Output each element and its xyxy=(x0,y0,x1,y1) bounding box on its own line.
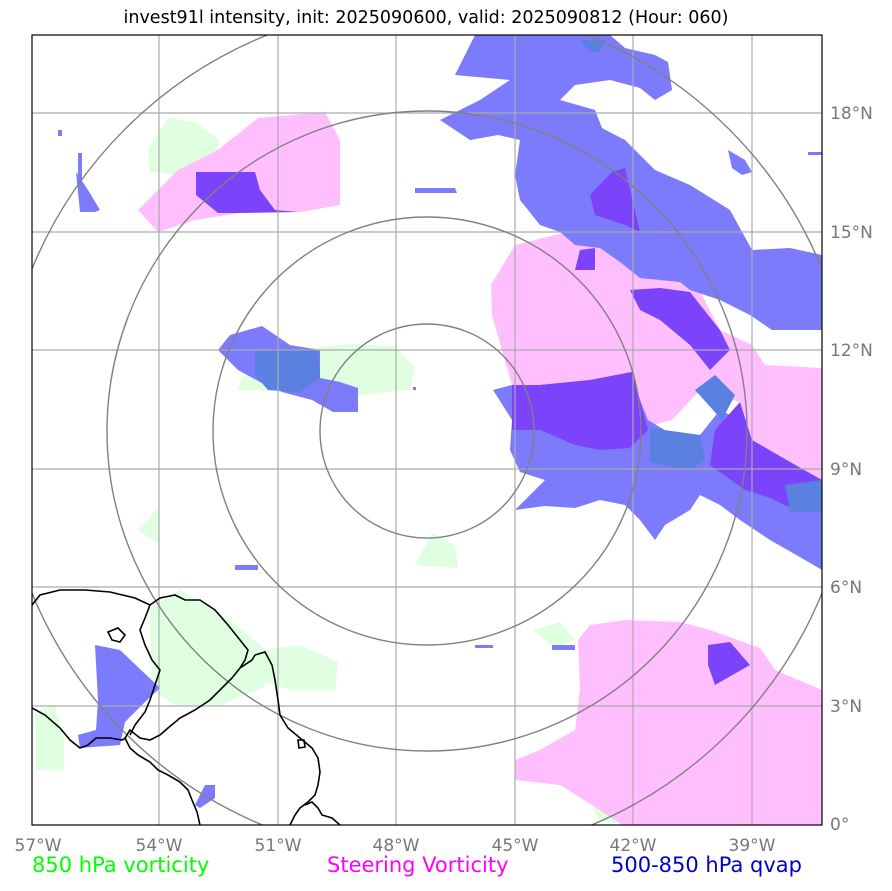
overlap-layer xyxy=(196,168,822,685)
y-tick-label: 9°N xyxy=(830,460,862,480)
x-tick-label: 45°W xyxy=(492,836,539,856)
qvap-region xyxy=(78,153,82,180)
x-tick-labels: 57°W 54°W 51°W 48°W 45°W 42°W 39°W xyxy=(15,836,776,856)
x-tick-label: 39°W xyxy=(729,836,776,856)
y-tick-label: 12°N xyxy=(830,341,873,361)
range-rings xyxy=(32,35,822,825)
center-marker xyxy=(413,387,416,390)
coastline-island xyxy=(239,654,256,669)
qvap-green-overlap-region xyxy=(695,375,735,420)
qvap-green-overlap-region xyxy=(650,428,705,470)
qvap-green-overlap-region xyxy=(785,480,822,512)
map-layers xyxy=(32,35,822,825)
x-tick-label: 42°W xyxy=(610,836,657,856)
coastline-island xyxy=(297,739,306,749)
vort850-region xyxy=(138,508,160,545)
y-tick-label: 3°N xyxy=(830,697,862,717)
overlap-region xyxy=(590,168,640,232)
coastline-island xyxy=(106,627,127,643)
vort850-region xyxy=(150,590,280,705)
overlap-region xyxy=(512,372,648,450)
vort850-region xyxy=(35,705,64,770)
overlap-region xyxy=(710,402,822,510)
y-tick-label: 0° xyxy=(830,815,849,835)
coastline xyxy=(32,589,341,825)
qvap-region xyxy=(808,152,822,155)
x-tick-label: 51°W xyxy=(255,836,302,856)
y-tick-label: 15°N xyxy=(830,223,873,243)
legend-steering: Steering Vorticity xyxy=(327,853,509,877)
range-ring xyxy=(106,110,748,752)
overlap-region xyxy=(196,172,298,213)
y-tick-labels: 18°N 15°N 12°N 9°N 6°N 3°N 0° xyxy=(830,104,873,835)
coastline-river xyxy=(129,604,161,736)
plot-title: invest91l intensity, init: 2025090600, v… xyxy=(123,8,729,28)
range-ring xyxy=(212,216,642,646)
overlap-region xyxy=(575,248,595,270)
qvap-green-overlap-region xyxy=(255,350,320,392)
x-tick-label: 54°W xyxy=(136,836,183,856)
y-tick-label: 18°N xyxy=(830,104,873,124)
vort850-region xyxy=(265,645,338,690)
qvap-region xyxy=(415,188,457,193)
qvap-region xyxy=(728,150,752,175)
coastline-mainland xyxy=(32,589,249,825)
steering-region xyxy=(515,620,822,825)
qvap-green-overlap-layer xyxy=(255,40,822,512)
vort850-region xyxy=(415,533,458,568)
qvap-green-overlap-region xyxy=(580,40,605,52)
qvap-region xyxy=(440,35,822,330)
qvap-region xyxy=(78,645,160,748)
overlap-region xyxy=(708,642,750,685)
legend-qvap: 500-850 hPa qvap xyxy=(611,853,802,877)
qvap-region xyxy=(235,565,258,570)
gridlines xyxy=(32,35,822,825)
qvap-region xyxy=(58,130,62,136)
range-ring xyxy=(319,323,535,539)
qvap-region xyxy=(552,645,575,650)
x-tick-label: 48°W xyxy=(373,836,420,856)
vort850-region xyxy=(533,622,575,648)
axes-frame xyxy=(31,34,823,826)
qvap-region xyxy=(475,645,493,648)
qvap-region xyxy=(76,172,100,212)
legend-vort850: 850 hPa vorticity xyxy=(32,853,210,877)
x-tick-label: 57°W xyxy=(15,836,62,856)
coastline-mainland xyxy=(32,707,127,749)
y-tick-label: 6°N xyxy=(830,578,862,598)
coastline-island xyxy=(304,801,341,825)
steering-region xyxy=(491,230,822,480)
